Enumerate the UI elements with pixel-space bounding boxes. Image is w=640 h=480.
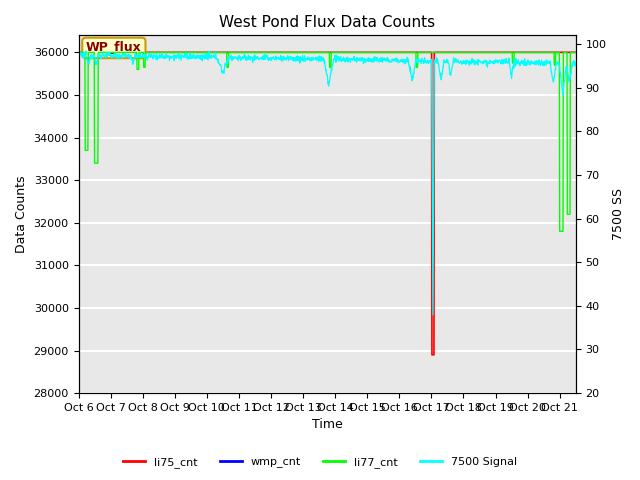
Legend: li75_cnt, wmp_cnt, li77_cnt, 7500 Signal: li75_cnt, wmp_cnt, li77_cnt, 7500 Signal — [118, 452, 522, 472]
Y-axis label: Data Counts: Data Counts — [15, 176, 28, 253]
Text: WP_flux: WP_flux — [86, 41, 141, 54]
X-axis label: Time: Time — [312, 419, 342, 432]
Title: West Pond Flux Data Counts: West Pond Flux Data Counts — [219, 15, 435, 30]
Y-axis label: 7500 SS: 7500 SS — [612, 188, 625, 240]
